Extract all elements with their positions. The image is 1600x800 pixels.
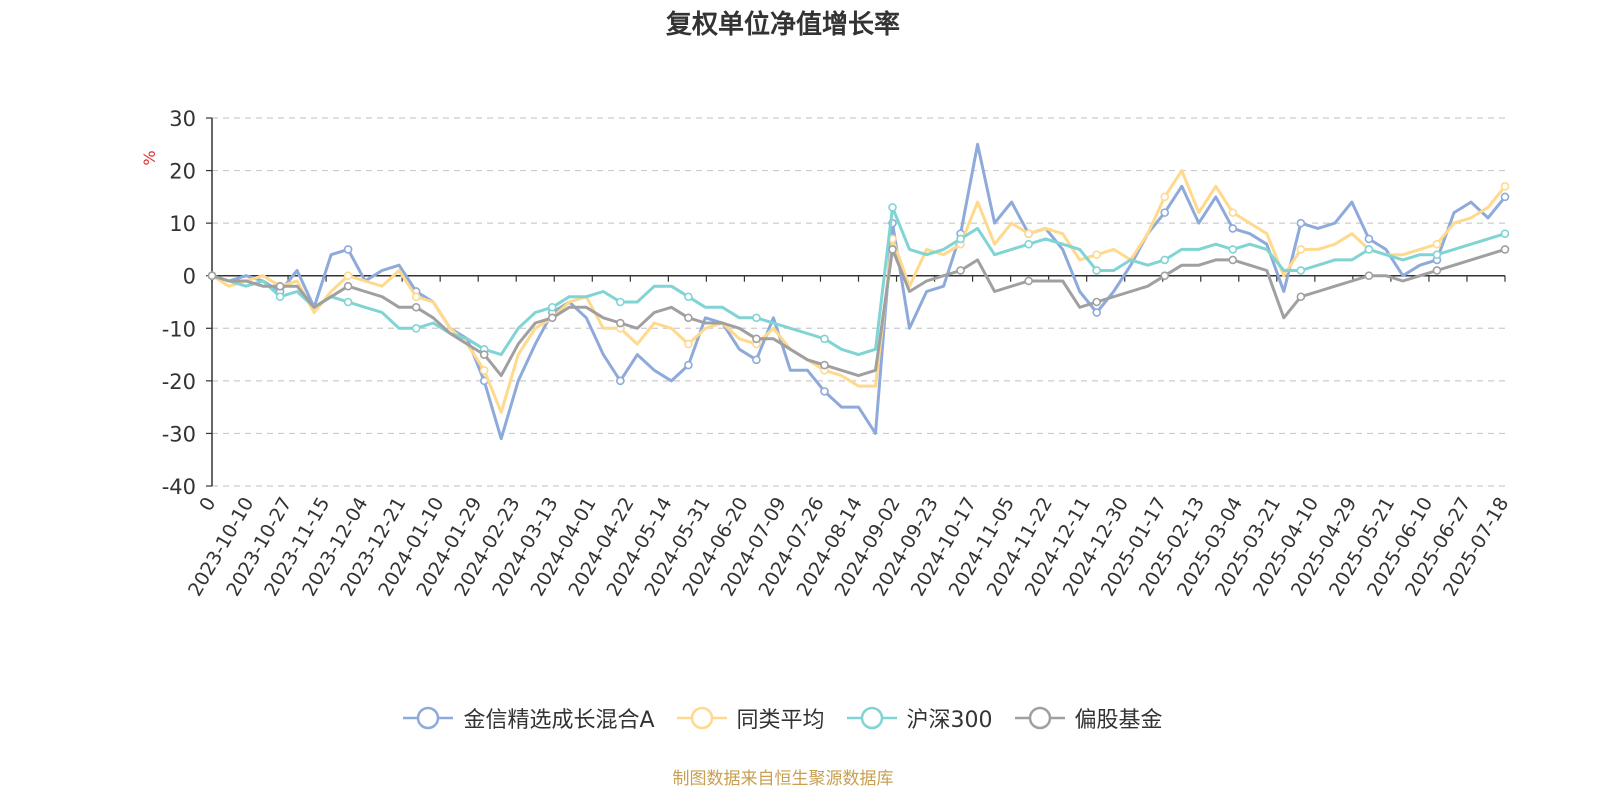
legend-marker-icon	[1014, 706, 1065, 730]
series-point-0	[1160, 208, 1170, 217]
series-point-2	[547, 302, 557, 312]
series-point-2	[1296, 266, 1306, 275]
series-point-0	[820, 387, 829, 396]
series-point-2	[1432, 250, 1442, 259]
series-point-2	[888, 203, 897, 212]
series-point-0	[616, 376, 625, 386]
y-tick-label: 30	[169, 107, 196, 131]
series-line-3	[211, 247, 1506, 378]
series-point-3	[1296, 292, 1306, 302]
chart-title: 复权单位净值增长率	[665, 10, 900, 40]
legend-label: 沪深300	[906, 708, 993, 733]
series-point-2	[275, 292, 285, 302]
series-point-1	[479, 366, 489, 375]
y-tick-label: -20	[162, 370, 196, 394]
series-point-3	[343, 281, 353, 291]
series-point-2	[1024, 239, 1033, 249]
series-point-1	[1160, 192, 1170, 202]
series-point-2	[1364, 245, 1374, 254]
series-point-3	[1432, 266, 1442, 275]
series-point-2	[343, 297, 353, 307]
series-line-2	[211, 205, 1506, 357]
series-point-3	[820, 360, 829, 370]
y-tick-label: -30	[162, 422, 196, 446]
series-point-3	[1092, 297, 1101, 307]
series-point-2	[1500, 229, 1510, 238]
series-point-0	[1092, 308, 1101, 317]
series-point-0	[1296, 218, 1306, 228]
series-point-3	[956, 266, 965, 275]
legend-label: 同类平均	[736, 708, 825, 733]
y-tick-label: -40	[162, 475, 196, 499]
series-point-3	[1500, 245, 1510, 254]
series-point-2	[1092, 266, 1101, 275]
legend-item-0[interactable]: 金信精选成长混合A	[403, 702, 655, 734]
series-point-0	[1364, 234, 1374, 244]
series-point-2	[411, 323, 421, 333]
y-tick-label: 10	[169, 212, 196, 236]
series-point-3	[1160, 271, 1170, 281]
series-line-1	[211, 169, 1507, 414]
series-point-0	[752, 355, 761, 365]
series-point-1	[1024, 229, 1033, 238]
series-point-3	[888, 245, 897, 254]
series-point-1	[684, 339, 693, 349]
series-point-3	[1364, 271, 1374, 281]
series-point-2	[956, 234, 965, 244]
series-point-2	[1160, 255, 1170, 265]
y-axis-label: %	[140, 150, 159, 165]
series-point-3	[1024, 276, 1033, 286]
series-point-1	[1296, 245, 1306, 254]
y-tick-label: 0	[183, 265, 196, 289]
series-point-3	[411, 302, 421, 312]
series-point-2	[684, 292, 693, 302]
series-point-2	[752, 313, 761, 323]
series-point-0	[343, 245, 353, 254]
series-point-1	[1432, 239, 1442, 249]
legend-marker-icon	[676, 706, 727, 730]
x-tick-label: 0	[195, 494, 220, 515]
series-point-1	[1228, 208, 1238, 217]
y-tick-label: 20	[169, 160, 196, 184]
legend: 金信精选成长混合A 同类平均 沪深300 偏股基金	[0, 702, 1566, 734]
series-point-1	[411, 292, 421, 302]
legend-item-2[interactable]: 沪深300	[846, 702, 993, 734]
series-point-2	[1228, 245, 1238, 254]
series-point-2	[820, 334, 829, 344]
series-point-3	[275, 281, 285, 291]
series-point-3	[684, 313, 693, 323]
y-tick-label: -10	[162, 317, 196, 341]
legend-marker-icon	[403, 706, 454, 730]
legend-item-3[interactable]: 偏股基金	[1014, 702, 1163, 734]
legend-label: 偏股基金	[1074, 708, 1163, 733]
legend-label: 金信精选成长混合A	[463, 708, 655, 733]
series-point-2	[616, 297, 625, 307]
series-point-3	[1228, 255, 1238, 265]
series-point-3	[207, 271, 217, 281]
source-note: 制图数据来自恒生聚源数据库	[672, 769, 894, 789]
series-point-0	[1500, 192, 1510, 202]
series-point-3	[479, 350, 489, 359]
series-point-3	[752, 334, 761, 344]
series-line-0	[211, 142, 1507, 441]
series-point-1	[343, 271, 353, 281]
series-point-3	[547, 313, 557, 323]
legend-item-1[interactable]: 同类平均	[676, 702, 825, 734]
series-point-0	[684, 360, 693, 370]
series-point-1	[1500, 182, 1510, 191]
legend-marker-icon	[846, 706, 897, 730]
series-point-3	[616, 318, 625, 328]
series-point-0	[1228, 224, 1238, 233]
series-point-1	[1092, 250, 1101, 259]
